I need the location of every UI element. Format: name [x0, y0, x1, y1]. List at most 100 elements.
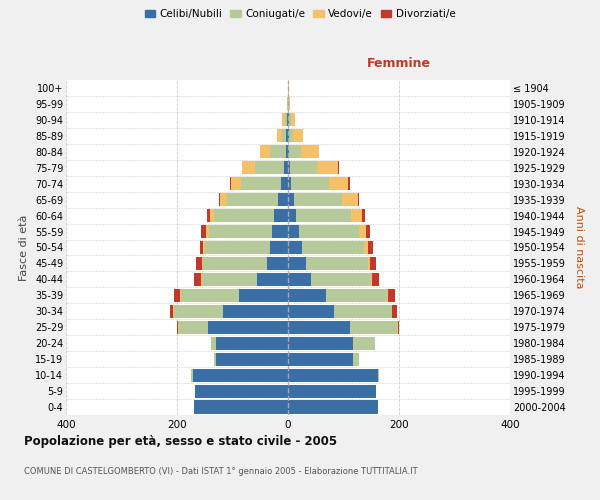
- Bar: [179, 320, 208, 334]
- Bar: [311, 273, 371, 286]
- Bar: [368, 257, 370, 270]
- Bar: [288, 193, 293, 206]
- Bar: [288, 145, 289, 158]
- Bar: [202, 257, 203, 270]
- Bar: [216, 352, 288, 366]
- Bar: [368, 241, 373, 254]
- Bar: [362, 209, 365, 222]
- Bar: [194, 400, 288, 413]
- Bar: [282, 130, 286, 142]
- Bar: [289, 114, 291, 126]
- Bar: [299, 225, 359, 238]
- Bar: [288, 368, 378, 382]
- Text: COMUNE DI CASTELGOMBERTO (VI) - Dati ISTAT 1° gennaio 2005 - Elaborazione TUTTIT: COMUNE DI CASTELGOMBERTO (VI) - Dati IST…: [24, 468, 418, 476]
- Bar: [177, 320, 178, 334]
- Bar: [220, 193, 227, 206]
- Bar: [286, 130, 288, 142]
- Bar: [284, 114, 287, 126]
- Bar: [230, 177, 232, 190]
- Bar: [373, 273, 379, 286]
- Bar: [284, 161, 288, 174]
- Bar: [194, 273, 201, 286]
- Bar: [350, 320, 397, 334]
- Bar: [288, 384, 376, 398]
- Bar: [257, 273, 288, 286]
- Bar: [210, 209, 214, 222]
- Bar: [206, 225, 209, 238]
- Bar: [289, 130, 293, 142]
- Bar: [173, 289, 181, 302]
- Bar: [334, 305, 392, 318]
- Bar: [296, 209, 351, 222]
- Bar: [293, 193, 343, 206]
- Legend: Celibi/Nubili, Coniugati/e, Vedovi/e, Divorziati/e: Celibi/Nubili, Coniugati/e, Vedovi/e, Di…: [140, 5, 460, 24]
- Bar: [351, 209, 362, 222]
- Bar: [349, 177, 350, 190]
- Bar: [366, 225, 370, 238]
- Bar: [388, 289, 395, 302]
- Bar: [287, 114, 288, 126]
- Bar: [211, 336, 216, 350]
- Bar: [281, 177, 288, 190]
- Bar: [289, 98, 290, 110]
- Bar: [288, 320, 350, 334]
- Bar: [267, 257, 288, 270]
- Bar: [302, 241, 364, 254]
- Text: Femmine: Femmine: [367, 57, 431, 70]
- Bar: [286, 145, 288, 158]
- Bar: [202, 225, 206, 238]
- Bar: [359, 225, 366, 238]
- Bar: [288, 336, 353, 350]
- Bar: [201, 273, 202, 286]
- Bar: [193, 368, 288, 382]
- Bar: [232, 177, 241, 190]
- Bar: [173, 305, 223, 318]
- Bar: [288, 177, 292, 190]
- Bar: [218, 193, 220, 206]
- Bar: [202, 273, 257, 286]
- Bar: [207, 209, 210, 222]
- Bar: [288, 273, 311, 286]
- Bar: [288, 209, 296, 222]
- Bar: [371, 273, 373, 286]
- Bar: [239, 289, 288, 302]
- Bar: [205, 241, 270, 254]
- Y-axis label: Fasce di età: Fasce di età: [19, 214, 29, 280]
- Bar: [288, 241, 302, 254]
- Bar: [270, 241, 288, 254]
- Y-axis label: Anni di nascita: Anni di nascita: [574, 206, 584, 288]
- Bar: [272, 225, 288, 238]
- Bar: [209, 225, 272, 238]
- Bar: [387, 289, 388, 302]
- Bar: [291, 114, 295, 126]
- Bar: [317, 161, 338, 174]
- Bar: [288, 400, 378, 413]
- Bar: [195, 384, 288, 398]
- Bar: [242, 161, 254, 174]
- Bar: [214, 352, 216, 366]
- Bar: [223, 305, 288, 318]
- Bar: [254, 161, 284, 174]
- Bar: [277, 130, 282, 142]
- Bar: [288, 305, 334, 318]
- Bar: [288, 161, 290, 174]
- Bar: [241, 177, 281, 190]
- Bar: [292, 177, 329, 190]
- Bar: [353, 352, 359, 366]
- Bar: [278, 193, 288, 206]
- Bar: [364, 241, 368, 254]
- Text: Popolazione per età, sesso e stato civile - 2005: Popolazione per età, sesso e stato civil…: [24, 435, 337, 448]
- Bar: [270, 145, 286, 158]
- Bar: [378, 368, 379, 382]
- Bar: [288, 257, 306, 270]
- Bar: [343, 193, 358, 206]
- Bar: [274, 209, 288, 222]
- Bar: [329, 177, 349, 190]
- Bar: [392, 305, 397, 318]
- Bar: [288, 289, 326, 302]
- Bar: [398, 320, 399, 334]
- Bar: [170, 305, 173, 318]
- Bar: [196, 257, 202, 270]
- Bar: [260, 145, 270, 158]
- Bar: [358, 193, 359, 206]
